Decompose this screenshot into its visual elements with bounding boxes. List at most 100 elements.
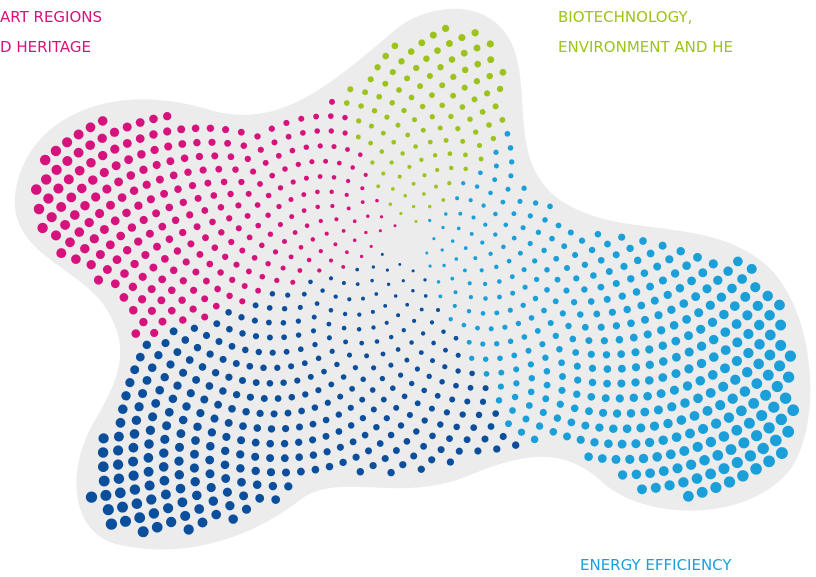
dot bbox=[131, 329, 140, 338]
dot bbox=[450, 93, 456, 99]
dot bbox=[404, 358, 409, 363]
dot bbox=[348, 422, 355, 429]
dot bbox=[309, 436, 316, 443]
dot bbox=[201, 295, 208, 302]
dot bbox=[564, 265, 570, 271]
dot bbox=[541, 248, 546, 253]
dot bbox=[536, 422, 543, 429]
dot bbox=[134, 402, 143, 411]
dot bbox=[161, 490, 171, 500]
dot bbox=[533, 296, 539, 302]
dot bbox=[343, 130, 348, 135]
dot bbox=[461, 181, 465, 185]
dot bbox=[513, 366, 519, 372]
dot bbox=[176, 429, 185, 438]
dot bbox=[568, 229, 574, 235]
dot bbox=[412, 182, 416, 186]
dot bbox=[329, 99, 335, 105]
dot bbox=[139, 166, 147, 174]
dot bbox=[207, 125, 214, 132]
dot bbox=[407, 165, 411, 169]
dot bbox=[475, 184, 479, 188]
dot bbox=[43, 193, 53, 203]
dot bbox=[476, 412, 482, 418]
dot bbox=[129, 283, 137, 291]
dot bbox=[683, 491, 694, 502]
dot bbox=[164, 142, 172, 150]
dot bbox=[627, 275, 634, 282]
dot bbox=[232, 166, 238, 172]
dot bbox=[242, 283, 248, 289]
dot bbox=[602, 394, 610, 402]
dot bbox=[361, 200, 365, 204]
dot bbox=[581, 286, 587, 292]
dot bbox=[658, 373, 667, 382]
dot bbox=[419, 350, 424, 355]
dot bbox=[275, 395, 282, 402]
dot bbox=[558, 359, 565, 366]
dot bbox=[728, 394, 738, 404]
dot bbox=[318, 174, 323, 179]
dot bbox=[369, 462, 376, 469]
dot bbox=[31, 184, 42, 195]
dot bbox=[247, 234, 253, 240]
dot bbox=[271, 495, 280, 504]
dot bbox=[711, 418, 721, 428]
dot bbox=[631, 439, 640, 448]
dot bbox=[417, 83, 423, 89]
dot bbox=[682, 315, 691, 324]
category-label: ENVIRONMENT AND HE bbox=[558, 38, 733, 56]
dot bbox=[74, 148, 84, 158]
dot bbox=[484, 371, 490, 377]
dot bbox=[733, 257, 743, 267]
dot bbox=[163, 503, 173, 513]
dot bbox=[434, 47, 441, 54]
dot bbox=[588, 351, 595, 358]
dot bbox=[353, 365, 358, 370]
dot bbox=[359, 397, 365, 403]
dot bbox=[754, 339, 765, 350]
dot bbox=[427, 73, 433, 79]
dot bbox=[203, 278, 210, 285]
dot bbox=[557, 401, 564, 408]
dot bbox=[577, 311, 584, 318]
dot bbox=[153, 161, 161, 169]
dot bbox=[282, 425, 289, 432]
dot bbox=[334, 217, 338, 221]
dot bbox=[620, 263, 627, 270]
dot bbox=[531, 436, 539, 444]
dot bbox=[549, 428, 557, 436]
dot bbox=[362, 89, 368, 95]
dot bbox=[508, 308, 513, 313]
dot bbox=[356, 118, 361, 123]
dot bbox=[489, 326, 494, 331]
dot bbox=[469, 295, 473, 299]
dot bbox=[242, 505, 251, 514]
dot bbox=[613, 251, 620, 258]
dot bbox=[469, 356, 474, 361]
dot bbox=[446, 435, 453, 442]
dot bbox=[646, 361, 654, 369]
dot bbox=[212, 244, 219, 251]
dot bbox=[453, 383, 459, 389]
dot bbox=[672, 463, 682, 473]
dot bbox=[258, 147, 264, 153]
dot bbox=[639, 454, 648, 463]
dot bbox=[659, 242, 667, 250]
dot bbox=[713, 276, 722, 285]
dot bbox=[560, 310, 566, 316]
dot bbox=[549, 236, 555, 242]
dot bbox=[762, 291, 772, 301]
dot bbox=[408, 48, 415, 55]
dot bbox=[632, 348, 640, 356]
dot bbox=[125, 378, 134, 387]
dot bbox=[179, 416, 188, 425]
dot bbox=[120, 516, 131, 527]
dot bbox=[513, 380, 519, 386]
dot bbox=[228, 239, 234, 245]
dot bbox=[693, 253, 702, 262]
dot bbox=[138, 295, 146, 303]
dot bbox=[438, 446, 445, 453]
dot bbox=[677, 415, 687, 425]
dot bbox=[696, 376, 706, 386]
